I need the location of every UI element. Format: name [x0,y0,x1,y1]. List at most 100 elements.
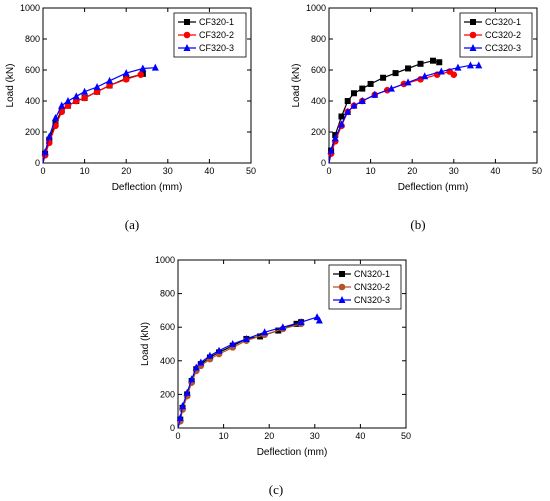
data-point-CC320-3 [475,61,483,69]
y-tick-label: 0 [321,158,326,168]
legend-marker [183,31,191,39]
y-axis-title: Load (kN) [291,64,302,108]
data-point-CC320-1 [338,113,345,120]
legend-marker [469,31,477,39]
data-point-CN320-3 [215,346,223,354]
data-point-CF320-3 [45,132,53,140]
y-tick-label: 600 [25,65,40,75]
x-tick-label: 10 [366,166,376,176]
data-point-CF320-3 [64,97,72,104]
data-point-CF320-2 [122,76,130,83]
plot-frame [42,7,252,164]
data-point-CC320-3 [387,84,395,92]
data-point-CC320-3 [358,97,366,104]
data-point-CF320-3 [151,63,159,71]
data-point-CN320-3 [197,358,205,366]
legend-label: CF320-2 [199,30,234,40]
x-tick-label: 40 [204,166,214,176]
panel-label: (c) [269,482,283,497]
x-axis-title: Deflection (mm) [257,447,328,458]
legend-label: CF320-1 [199,17,234,27]
data-point-CF320-3 [58,101,66,109]
y-tick-label: 0 [35,158,40,168]
data-point-CF320-3 [41,148,49,156]
data-point-CF320-3 [51,114,59,122]
data-point-CC320-3 [337,120,345,128]
legend-marker [339,271,345,277]
data-point-CN320-3 [261,328,269,336]
x-tick-label: 20 [407,166,417,176]
series-line-CC320-3 [328,64,479,164]
x-tick-label: 40 [355,431,365,441]
data-point-CC320-1 [367,80,374,87]
y-tick-label: 200 [160,389,175,399]
data-point-CN320-3 [206,351,214,359]
series-line-CN320-1 [177,321,302,429]
panel-label: (a) [125,217,139,232]
y-tick-label: 200 [311,127,326,137]
y-tick-label: 1000 [155,255,175,265]
x-tick-label: 50 [532,166,542,176]
data-point-CC320-3 [421,72,429,80]
series-line-CN320-2 [177,323,302,429]
data-point-CC320-1 [405,65,412,72]
data-point-CF320-3 [72,92,80,100]
chart-panel-1: 0 10 20 30 40 50 0 200 400 600 800 1000 Deflection (… [291,3,542,232]
x-tick-label: 50 [246,166,256,176]
y-tick-label: 800 [160,289,175,299]
legend-label: CC320-2 [485,30,521,40]
x-axis-title: Deflection (mm) [112,182,183,193]
series-line-CF320-1 [42,73,143,164]
data-point-CC320-1 [344,98,351,104]
data-point-CN320-3 [183,388,191,396]
data-point-CN320-3 [229,340,237,347]
legend-marker [184,19,190,25]
x-tick-label: 0 [175,431,180,441]
legend-marker [183,44,191,51]
data-point-CF320-2 [81,94,88,102]
y-tick-label: 1000 [306,3,326,13]
y-axis-title: Load (kN) [5,64,16,108]
x-tick-label: 0 [326,166,331,176]
x-tick-label: 0 [40,166,45,176]
y-tick-label: 400 [311,96,326,106]
data-point-CF320-3 [106,76,114,84]
data-point-CC320-3 [344,107,352,115]
x-tick-label: 50 [401,431,411,441]
panel-label: (b) [410,217,425,232]
data-point-CN320-3 [297,318,305,326]
data-point-CF320-2 [137,71,145,78]
data-point-CN320-3 [179,402,187,410]
data-point-CC320-3 [437,67,445,75]
data-point-CF320-3 [81,87,89,95]
data-point-CN320-3 [315,316,323,324]
legend-marker [469,44,477,51]
data-point-CN320-3 [188,375,196,383]
data-point-CC320-3 [371,90,379,98]
data-point-CC320-1 [359,85,366,92]
data-point-CC320-3 [331,134,339,142]
y-tick-label: 800 [25,34,40,44]
x-axis-title: Deflection (mm) [398,182,469,193]
data-point-CC320-2 [450,71,458,78]
y-tick-label: 400 [25,96,40,106]
chart-panel-2: 0 10 20 30 40 50 0 200 400 600 800 1000 Deflection (… [140,255,411,497]
legend-marker [338,283,346,291]
legend-label: CN320-3 [354,295,390,305]
legend-label: CC320-3 [485,43,521,53]
x-tick-label: 20 [264,431,274,441]
data-point-CC320-1 [380,74,387,81]
x-tick-label: 20 [121,166,131,176]
data-point-CN320-3 [192,363,200,371]
data-point-CC320-1 [350,90,357,97]
legend-marker [470,19,476,25]
data-point-CF320-3 [139,64,147,72]
x-tick-label: 30 [163,166,173,176]
plot-frame [177,259,407,429]
x-tick-label: 10 [80,166,90,176]
legend-label: CC320-1 [485,17,521,27]
y-tick-label: 600 [160,322,175,332]
data-point-CC320-1 [436,59,443,66]
y-tick-label: 400 [160,356,175,366]
